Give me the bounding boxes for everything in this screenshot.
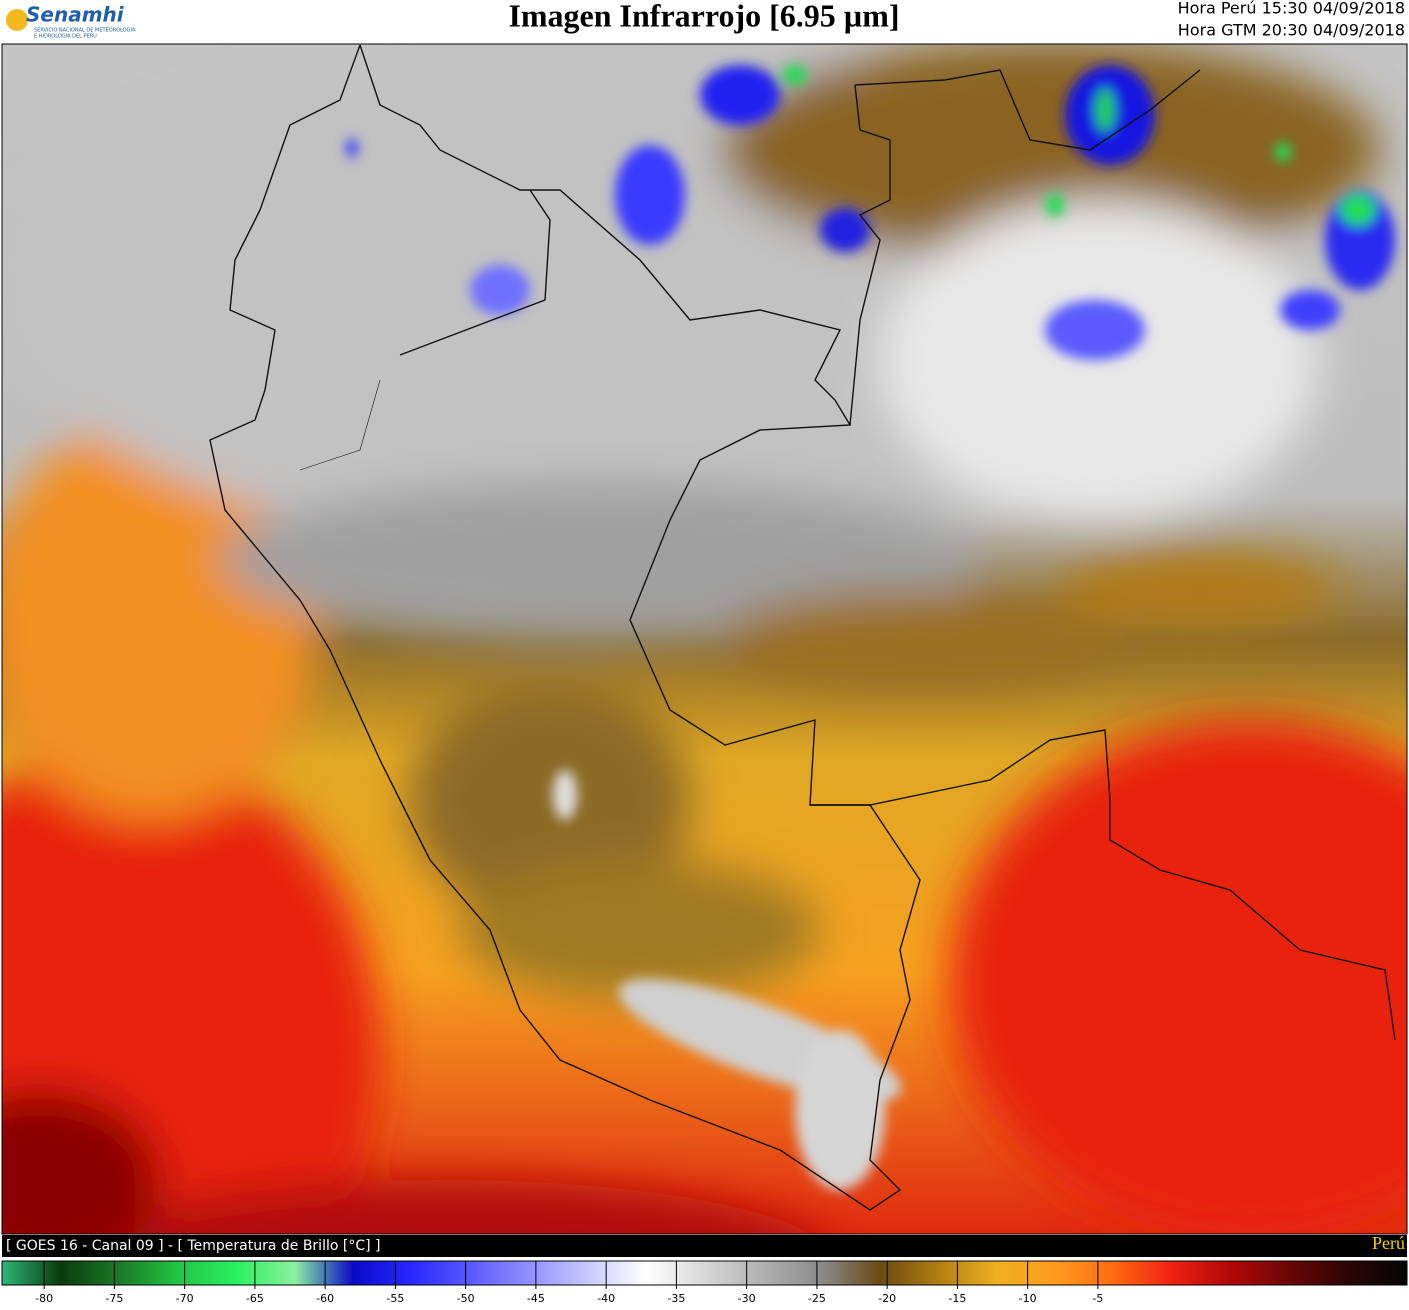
- title: Imagen Infrarrojo [6.95 µm]: [508, 0, 899, 33]
- logo: Senamhi: [26, 3, 125, 27]
- colorbar-tick-label: -70: [176, 1292, 194, 1305]
- colorbar: [1, 1260, 1408, 1286]
- colorbar-tick-label: -15: [948, 1292, 966, 1305]
- logo-subtitle: E HIDROLOGIA DEL PERU: [34, 34, 97, 40]
- footer-caption: [ GOES 16 - Canal 09 ] - [ Temperatura d…: [6, 1238, 380, 1254]
- colorbar-tick-label: -35: [667, 1292, 685, 1305]
- logo-sun: [6, 9, 28, 31]
- colorbar-tick-label: -50: [457, 1292, 475, 1305]
- colorbar-tick-label: -75: [105, 1292, 123, 1305]
- time-utc: Hora GTM 20:30 04/09/2018: [1178, 21, 1405, 40]
- map-frame: [1, 43, 1408, 1235]
- colorbar-tick-label: -5: [1092, 1292, 1103, 1305]
- colorbar-ticks: -80 -75 -70 -65 -60 -55 -50 -45 -40 -35 -30 -25 -20 -…: [35, 1261, 1103, 1305]
- borders: [209, 44, 1396, 1211]
- colorbar-tick-label: -55: [386, 1292, 404, 1305]
- colorbar-tick-label: -60: [316, 1292, 334, 1305]
- colorbar-tick-label: -10: [1019, 1292, 1037, 1305]
- satellite-image: [2, 44, 1407, 1234]
- colorbar-tick-label: -20: [878, 1292, 896, 1305]
- colorbar-tick-label: -25: [808, 1292, 826, 1305]
- logo-subtitle: SERVICIO NACIONAL DE METEOROLOGIA: [34, 28, 136, 34]
- colorbar-tick-label: -30: [738, 1292, 756, 1305]
- colorbar-tick-label: -45: [527, 1292, 545, 1305]
- colorbar-tick-label: -40: [597, 1292, 615, 1305]
- time-local: Hora Perú 15:30 04/09/2018: [1178, 0, 1405, 18]
- footer-region: Perú: [1372, 1233, 1405, 1253]
- colorbar-tick-label: -65: [246, 1292, 264, 1305]
- footer-bar: [2, 1235, 1407, 1257]
- colorbar-tick-label: -80: [35, 1292, 53, 1305]
